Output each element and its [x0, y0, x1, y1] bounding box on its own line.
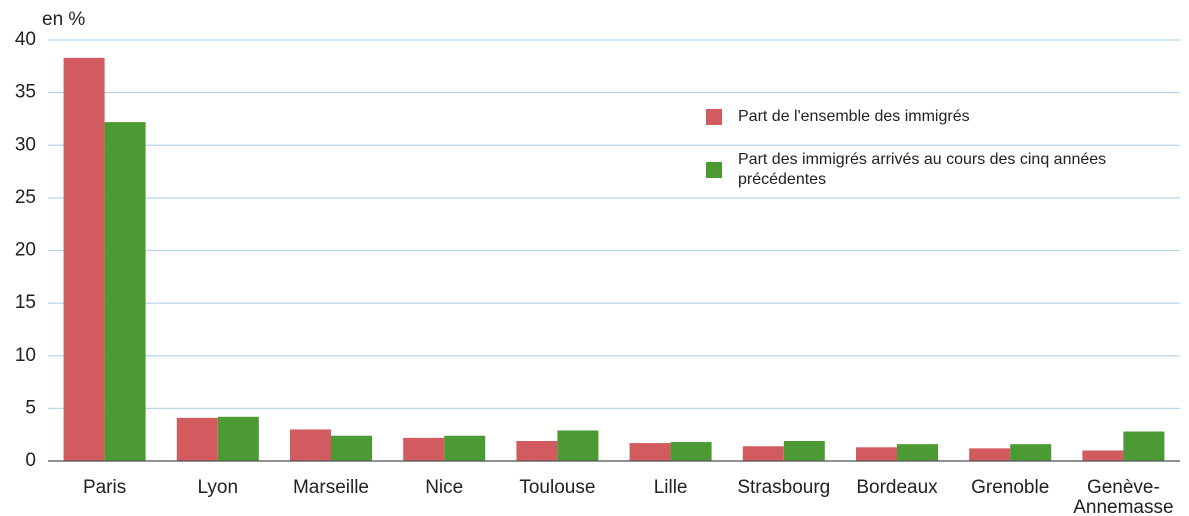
bar — [629, 443, 671, 461]
x-tick-label: Strasbourg — [737, 477, 830, 498]
bar — [444, 435, 486, 461]
bar — [290, 429, 331, 461]
bar — [403, 437, 445, 461]
y-tick-label: 25 — [15, 187, 36, 208]
y-tick-label: 40 — [15, 29, 36, 50]
bar — [897, 444, 938, 461]
y-tick-label: 15 — [15, 292, 36, 313]
x-tick-label: Lyon — [198, 477, 239, 498]
x-tick-label: Lille — [654, 477, 688, 498]
bar — [557, 430, 599, 461]
x-tick-label: Bordeaux — [856, 477, 938, 498]
y-tick-label: 5 — [25, 397, 36, 418]
legend-swatch — [706, 109, 722, 125]
legend-label: Part des immigrés arrivés au cours des c… — [738, 151, 1111, 188]
bar — [1010, 444, 1052, 461]
y-tick-label: 0 — [25, 450, 36, 471]
bar — [783, 441, 825, 461]
bar — [969, 448, 1011, 461]
x-tick-label: Grenoble — [971, 477, 1049, 498]
bar — [217, 416, 259, 461]
y-tick-label: 30 — [15, 134, 36, 155]
bar — [516, 441, 558, 461]
y-tick-label: 20 — [15, 240, 36, 261]
bar — [176, 417, 218, 461]
bar — [742, 446, 784, 461]
x-tick-label: Nice — [425, 477, 463, 498]
bar — [104, 122, 146, 461]
bar — [1082, 450, 1124, 461]
x-tick-label: Marseille — [293, 477, 369, 498]
legend-label: Part de l'ensemble des immigrés — [738, 108, 970, 125]
bar — [856, 447, 897, 461]
y-tick-label: 35 — [15, 82, 36, 103]
bar — [331, 435, 372, 461]
x-tick-label: Genève-Annemasse — [1073, 477, 1173, 516]
legend-swatch — [706, 162, 722, 178]
bar — [670, 442, 712, 461]
x-tick-label: Toulouse — [519, 477, 595, 498]
bar — [1123, 431, 1165, 461]
x-tick-label: Paris — [83, 477, 126, 498]
bar — [63, 57, 105, 461]
y-axis-label: en % — [42, 9, 85, 30]
y-tick-label: 10 — [15, 345, 36, 366]
